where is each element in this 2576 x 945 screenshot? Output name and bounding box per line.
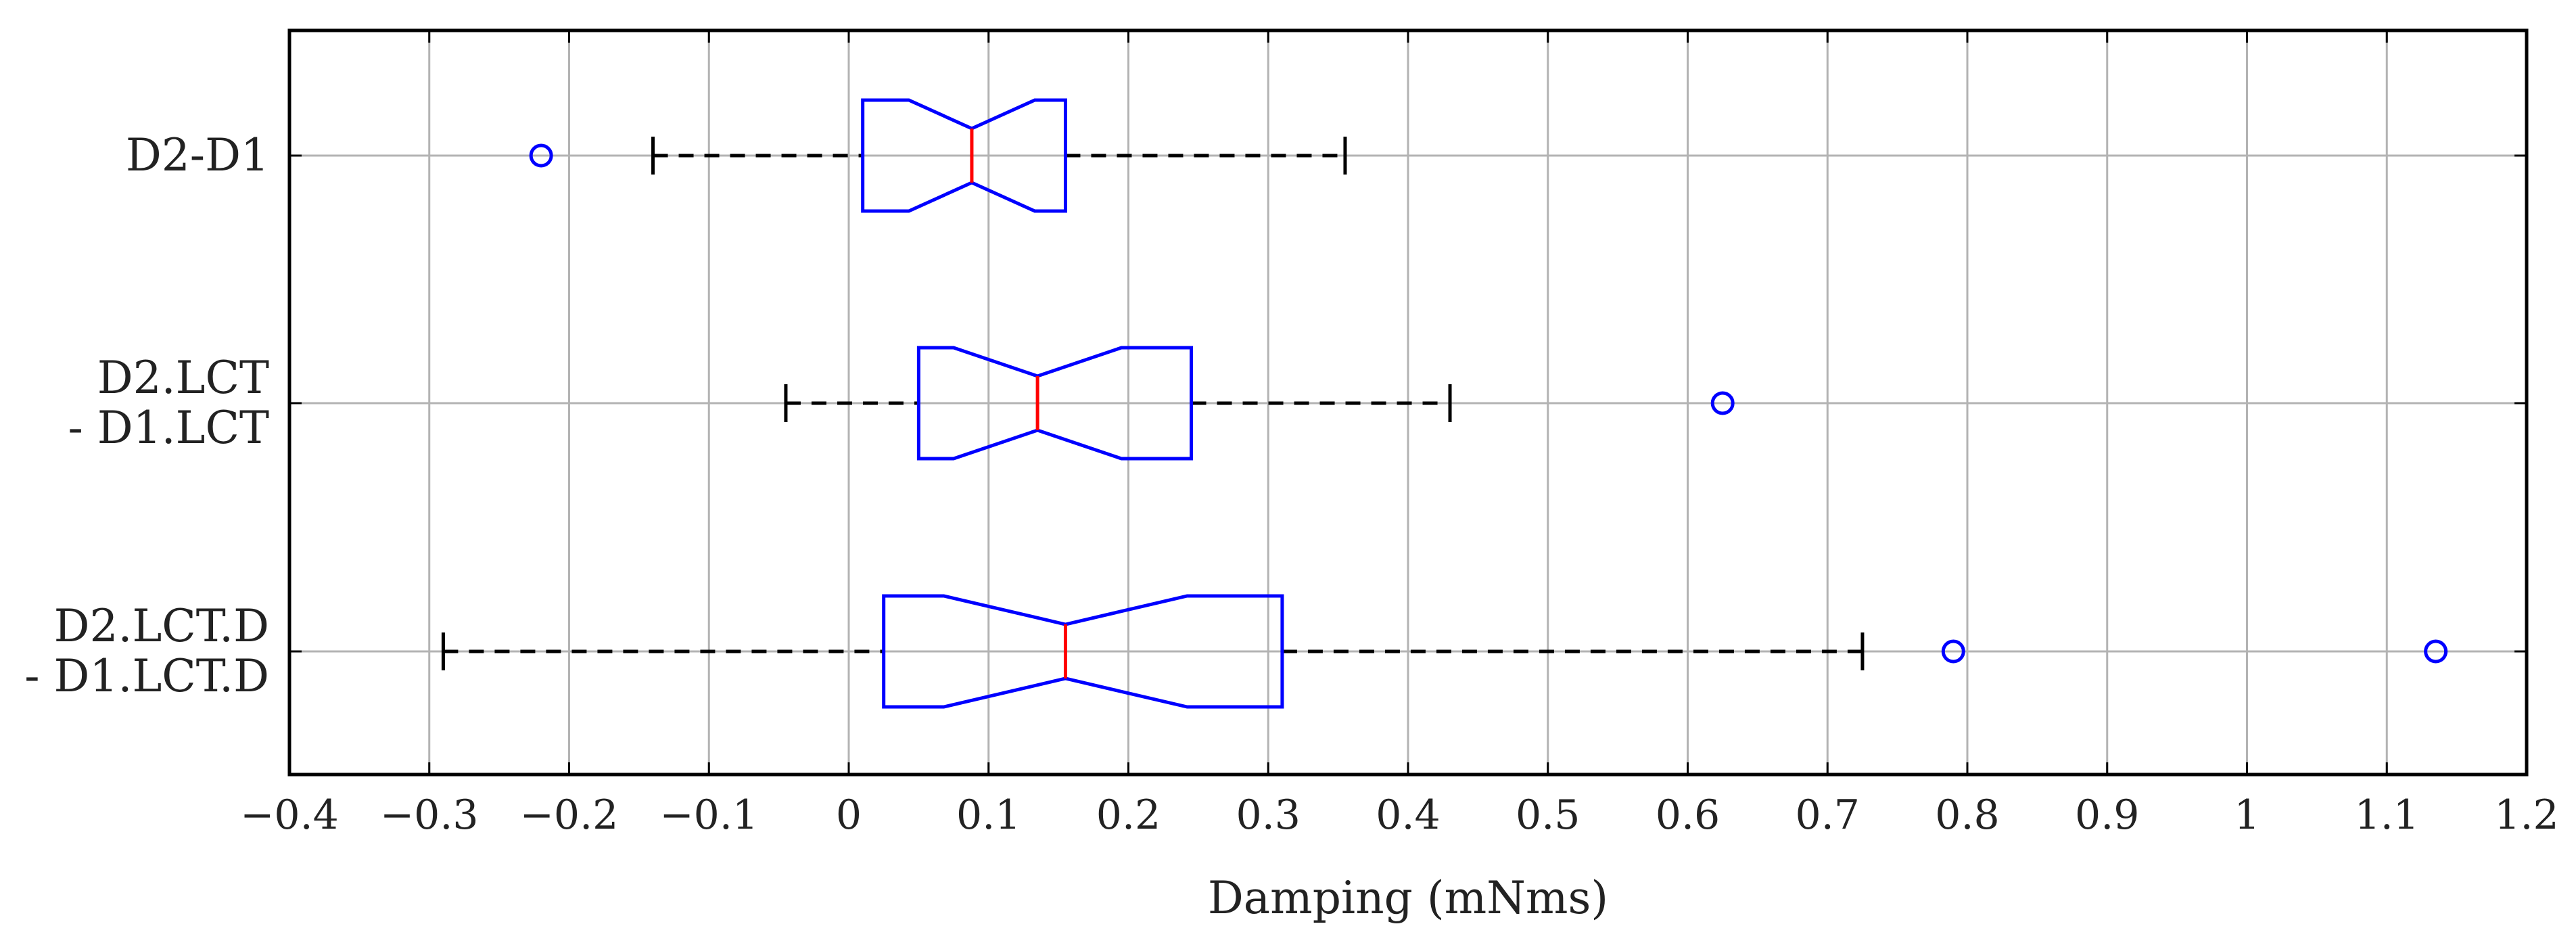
category-label: D2.LCT.D - D1.LCT.D (24, 600, 269, 702)
notched-box (916, 346, 1194, 461)
outlier-point (2424, 639, 2448, 664)
category-label-line: - D1.LCT (68, 402, 269, 454)
category-label: D2-D1 (126, 129, 269, 181)
outlier-point (1710, 391, 1735, 415)
x-tick-label: 0.9 (2075, 791, 2139, 839)
category-label-line: D2-D1 (126, 129, 269, 181)
axis-ticks (288, 30, 2528, 775)
x-tick-label: 0.1 (956, 791, 1021, 839)
x-tick-label: 0.3 (1236, 791, 1301, 839)
x-tick-label: −0.2 (520, 791, 619, 839)
x-tick-label: 1 (2234, 791, 2259, 839)
x-tick-label: 1.2 (2494, 791, 2558, 839)
x-tick-label: 0.4 (1376, 791, 1440, 839)
notched-box (861, 98, 1067, 213)
category-label-line: - D1.LCT.D (24, 650, 269, 702)
x-axis-title: Damping (mNms) (1208, 872, 1608, 924)
category-label-line: D2.LCT.D (54, 600, 269, 652)
grid-lines (288, 30, 2528, 775)
labels: −0.4 −0.3 −0.2 −0.1 0 0.1 0.2 0.3 0.4 0.5 0.6 0.7 0.… (24, 129, 2558, 839)
x-tick-label: 0.7 (1796, 791, 1860, 839)
x-tick-label: −0.4 (240, 791, 339, 839)
category-label-line: D2.LCT (97, 352, 269, 404)
category-label: D2.LCT - D1.LCT (68, 352, 269, 454)
x-tick-label: 1.1 (2355, 791, 2419, 839)
x-tick-label: −0.3 (380, 791, 479, 839)
x-tick-label: 0.8 (1935, 791, 1999, 839)
x-tick-label: 0.5 (1516, 791, 1580, 839)
box-marks (441, 98, 2448, 709)
x-tick-label: −0.1 (659, 791, 758, 839)
outlier-point (1941, 639, 1965, 664)
x-tick-label: 0.2 (1096, 791, 1161, 839)
notched-box (882, 594, 1284, 709)
outlier-point (529, 143, 553, 168)
x-tick-label: 0.6 (1656, 791, 1720, 839)
x-tick-label: 0 (836, 791, 862, 839)
